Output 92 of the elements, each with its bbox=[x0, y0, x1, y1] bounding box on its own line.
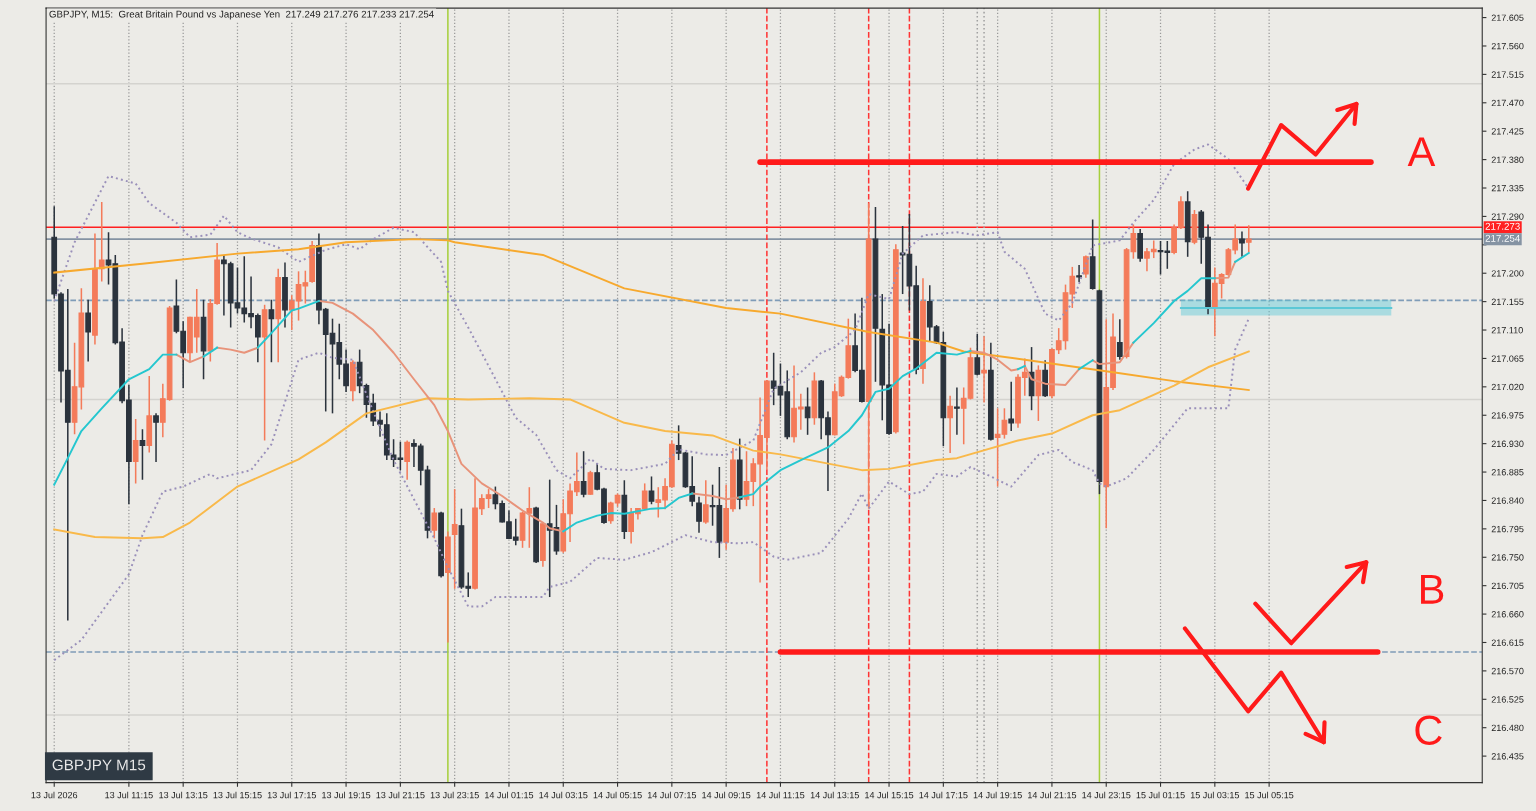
y-tick-label: 217.200 bbox=[1491, 270, 1524, 277]
y-tick-label: 216.885 bbox=[1491, 469, 1524, 476]
line-series bbox=[1023, 365, 1081, 386]
candlestick bbox=[947, 394, 953, 454]
candlestick bbox=[404, 439, 411, 481]
candlestick bbox=[954, 386, 960, 436]
y-tick-label: 216.615 bbox=[1491, 639, 1524, 646]
x-tick-label: 13 Jul 23:15 bbox=[430, 791, 479, 799]
x-tick-label: 13 Jul 13:15 bbox=[159, 791, 208, 799]
y-tick-label: 216.570 bbox=[1491, 667, 1524, 675]
y-tick-label: 216.975 bbox=[1491, 412, 1524, 419]
line-series bbox=[1132, 277, 1216, 344]
candlestick bbox=[696, 495, 702, 534]
line-series bbox=[256, 300, 320, 349]
line-series bbox=[53, 238, 1250, 391]
y-tick-label: 216.840 bbox=[1491, 497, 1524, 504]
x-tick-label: 14 Jul 23:15 bbox=[1082, 791, 1131, 799]
line-series bbox=[53, 353, 178, 486]
y-tick-label: 217.065 bbox=[1491, 355, 1524, 362]
y-tick-label: 217.605 bbox=[1491, 14, 1524, 21]
candlestick bbox=[153, 412, 159, 463]
x-tick-label: 14 Jul 21:15 bbox=[1028, 791, 1077, 799]
x-tick-label: 14 Jul 13:15 bbox=[810, 791, 859, 799]
candlestick bbox=[1076, 264, 1082, 283]
x-tick-label: 14 Jul 17:15 bbox=[919, 791, 968, 799]
y-tick-label: 217.425 bbox=[1491, 128, 1524, 135]
candlestick bbox=[580, 450, 587, 499]
annotation: B bbox=[1421, 574, 1444, 604]
y-tick-label: 216.705 bbox=[1491, 582, 1524, 590]
line-series bbox=[969, 349, 1019, 372]
y-tick-label: 217.335 bbox=[1491, 184, 1524, 192]
annotation: C bbox=[1415, 715, 1442, 746]
line-series bbox=[738, 349, 972, 499]
line-series bbox=[53, 143, 1250, 480]
y-tick-label: 217.155 bbox=[1491, 298, 1524, 305]
x-tick-label: 14 Jul 09:15 bbox=[702, 791, 751, 799]
x-tick-label: 14 Jul 19:15 bbox=[973, 791, 1022, 799]
annotation: A bbox=[1407, 137, 1436, 167]
x-tick-label: 14 Jul 07:15 bbox=[647, 791, 697, 799]
line-series bbox=[53, 350, 1250, 540]
y-tick-label: 217.470 bbox=[1491, 99, 1524, 107]
candlestick bbox=[431, 507, 438, 540]
y-tick-label: 216.480 bbox=[1491, 724, 1524, 732]
ref-line-label: 217.273 bbox=[1485, 222, 1520, 230]
x-tick-label: 14 Jul 05:15 bbox=[593, 791, 642, 799]
candlestick bbox=[85, 298, 92, 363]
x-tick-label: 14 Jul 03:15 bbox=[539, 791, 588, 799]
y-tick-label: 217.380 bbox=[1491, 156, 1524, 163]
y-tick-label: 216.750 bbox=[1491, 554, 1524, 561]
candlestick bbox=[132, 418, 139, 485]
y-tick-label: 216.525 bbox=[1491, 696, 1524, 703]
candlestick bbox=[648, 475, 655, 506]
line-series bbox=[1091, 341, 1135, 366]
ref-line-label: 217.254 bbox=[1485, 234, 1520, 242]
y-tick-label: 217.020 bbox=[1491, 383, 1524, 391]
candlestick bbox=[139, 428, 146, 481]
y-tick-label: 216.435 bbox=[1491, 753, 1524, 760]
y-tick-label: 217.110 bbox=[1491, 327, 1523, 334]
candlestick bbox=[1116, 318, 1123, 361]
x-tick-label: 13 Jul 2026 bbox=[31, 791, 78, 799]
candlestick bbox=[451, 488, 458, 590]
candlestick bbox=[1245, 224, 1252, 254]
candlestick bbox=[974, 333, 981, 377]
line-series bbox=[53, 317, 1250, 662]
y-tick-label: 216.660 bbox=[1491, 611, 1524, 618]
x-tick-label: 13 Jul 15:15 bbox=[213, 791, 262, 799]
chart-title: GBPJPY, M15: Great Britain Pound vs Japanese Yen 217.249 217.276 217.233 217.254 bbox=[49, 10, 434, 20]
x-tick-label: 13 Jul 17:15 bbox=[267, 791, 316, 799]
x-tick-label: 15 Jul 01:15 bbox=[1136, 791, 1185, 799]
x-tick-label: 13 Jul 19:15 bbox=[322, 791, 371, 799]
candlestick bbox=[587, 470, 594, 496]
candlestick bbox=[526, 486, 533, 549]
candlestick bbox=[1008, 381, 1015, 432]
y-tick-label: 217.515 bbox=[1491, 71, 1524, 78]
candlestick bbox=[1239, 230, 1245, 258]
x-tick-label: 15 Jul 03:15 bbox=[1190, 791, 1240, 799]
annotation: GBPJPY M15 bbox=[52, 759, 146, 771]
candlestick bbox=[268, 298, 275, 363]
x-tick-label: 14 Jul 01:15 bbox=[485, 791, 534, 799]
candlestick bbox=[1028, 346, 1035, 411]
x-tick-label: 13 Jul 21:15 bbox=[376, 791, 425, 799]
x-tick-label: 14 Jul 11:15 bbox=[756, 791, 805, 799]
candlestick bbox=[981, 335, 987, 404]
y-tick-label: 217.560 bbox=[1491, 42, 1524, 50]
y-tick-label: 217.290 bbox=[1491, 213, 1524, 220]
candlestick bbox=[804, 386, 811, 436]
x-tick-label: 13 Jul 11:15 bbox=[105, 791, 153, 799]
x-tick-label: 15 Jul 05:15 bbox=[1245, 791, 1294, 799]
y-tick-label: 216.795 bbox=[1491, 525, 1524, 533]
x-tick-label: 14 Jul 15:15 bbox=[865, 791, 914, 799]
candlestick bbox=[702, 479, 709, 525]
y-tick-label: 216.930 bbox=[1491, 440, 1524, 448]
